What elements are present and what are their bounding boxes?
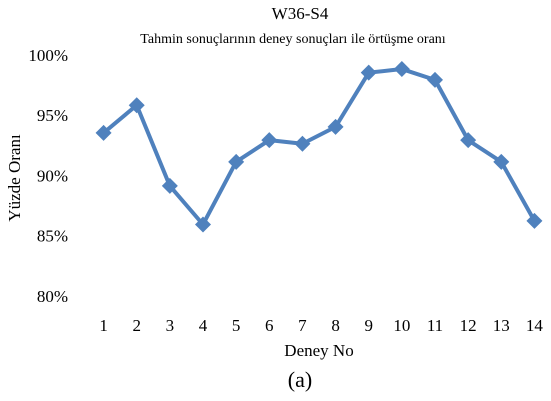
marker [128, 97, 145, 114]
marker [161, 177, 178, 194]
x-axis-label: Deney No [284, 341, 353, 360]
x-tick-label: 2 [132, 316, 141, 335]
marker [526, 212, 543, 229]
chart-subtitle: Tahmin sonuçlarının deney sonuçları ile … [140, 32, 445, 47]
marker [393, 61, 410, 78]
marker [427, 71, 443, 88]
y-axis-label: Yüzde Oranı [5, 134, 24, 222]
y-tick-label: 100% [28, 46, 68, 65]
x-tick-label: 7 [298, 316, 307, 335]
chart-title: W36-S4 [272, 4, 329, 23]
y-tick-label: 95% [37, 106, 68, 125]
marker [294, 135, 311, 152]
x-tick-label: 12 [460, 316, 477, 335]
y-tick-label: 90% [37, 166, 68, 185]
x-tick-label: 14 [526, 316, 544, 335]
line [102, 67, 537, 227]
x-tick-label: 4 [199, 316, 208, 335]
marker [360, 64, 377, 81]
marker [493, 153, 510, 170]
caption: (a) [288, 367, 312, 392]
marker [460, 132, 477, 149]
x-tick-label: 13 [493, 316, 510, 335]
marker [327, 118, 344, 135]
marker [228, 153, 245, 170]
x-tick-label: 5 [232, 316, 241, 335]
x-tick-label: 6 [265, 316, 274, 335]
x-tick-label: 10 [393, 316, 410, 335]
marker [95, 124, 112, 141]
x-tick-label: 9 [364, 316, 373, 335]
x-tick-label: 3 [166, 316, 175, 335]
y-tick-label: 85% [37, 227, 68, 246]
y-tick-label: 80% [37, 287, 68, 306]
marker [261, 132, 278, 149]
marker [195, 216, 211, 233]
x-tick-label: 11 [427, 316, 443, 335]
x-tick-label: 1 [99, 316, 108, 335]
x-tick-label: 8 [331, 316, 340, 335]
